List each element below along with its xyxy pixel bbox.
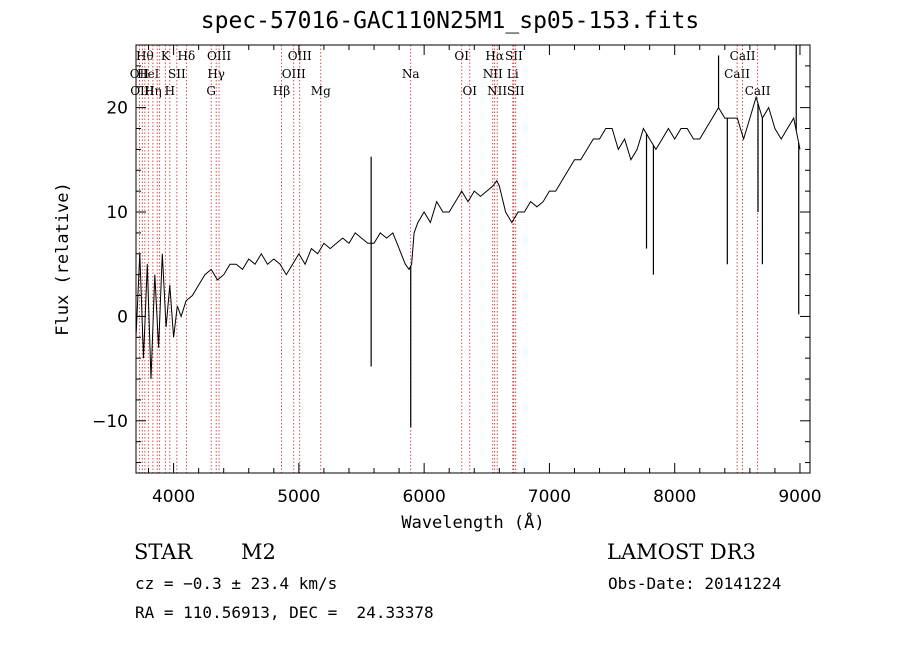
chart-title: spec-57016-GAC110N25M1_sp05-153.fits: [200, 8, 700, 34]
spectral-line-label-2: Hθ: [136, 49, 154, 63]
spectral-line-label-27: CaII: [724, 67, 750, 81]
spectral-line-label-17: Mg: [311, 84, 331, 98]
spectral-line-label-28: CaII: [730, 49, 756, 63]
spectral-line-label-23: NII: [487, 84, 507, 98]
spectrum-line: [135, 95, 801, 380]
sky-coordinates: RA = 110.56913, DEC = 24.33378: [135, 603, 434, 622]
spectral-line-label-4: Hη: [144, 84, 162, 98]
spectral-line-label-12: Hγ: [207, 67, 225, 81]
spectral-line-label-13: OIII: [207, 49, 231, 63]
spectral-line-label-8: H: [165, 84, 175, 98]
spectral-line-label-26: SII: [507, 84, 525, 98]
spectral-line-label-20: OI: [462, 84, 477, 98]
observation-date: Obs-Date: 20141224: [608, 574, 782, 593]
survey-name: LAMOST DR3: [607, 540, 756, 564]
y-tick-label-2: 10: [106, 203, 128, 223]
plot-frame: [135, 44, 811, 474]
spectral-line-label-18: Na: [402, 67, 420, 81]
x-tick-label-1: 5000: [277, 487, 320, 507]
object-class: STAR: [134, 540, 193, 564]
spectral-line-label-22: Hα: [485, 49, 504, 63]
spectral-line-label-16: OIII: [288, 49, 312, 63]
object-subclass: M2: [241, 540, 276, 564]
spectral-line-label-3: HeI: [137, 67, 160, 81]
y-tick-label-3: 20: [106, 99, 128, 119]
spectral-line-label-0: OII: [130, 67, 150, 81]
y-axis-label: Flux (relative): [53, 182, 73, 336]
spectral-line-label-14: Hβ: [273, 84, 290, 98]
spectral-line-label-24: Li: [507, 67, 519, 81]
spectral-line-label-11: G: [206, 84, 216, 98]
spectral-line-label-7: K: [161, 49, 171, 63]
spectral-line-label-15: OIII: [282, 67, 306, 81]
y-tick-label-1: 0: [117, 307, 128, 327]
x-axis-label: Wavelength (Å): [401, 511, 544, 533]
spectral-line-label-21: NII: [483, 67, 503, 81]
x-tick-label-4: 8000: [653, 487, 696, 507]
spectral-line-label-29: CaII: [745, 84, 771, 98]
spectral-line-label-9: SII: [168, 67, 186, 81]
redshift-velocity: cz = −0.3 ± 23.4 km/s: [135, 574, 338, 593]
y-tick-label-0: −10: [92, 412, 128, 432]
spectral-line-label-25: SII: [505, 49, 523, 63]
x-tick-label-2: 6000: [403, 487, 446, 507]
spectral-line-label-10: Hδ: [178, 49, 196, 63]
spectral-line-label-19: OI: [454, 49, 469, 63]
plot-area: OIIOIIIHθHeIHηKHSIIHδGHγOIIIHβOIIIOIIIMg…: [53, 44, 822, 533]
x-tick-label-5: 9000: [778, 487, 821, 507]
x-tick-label-3: 7000: [528, 487, 571, 507]
x-tick-label-0: 4000: [152, 487, 195, 507]
